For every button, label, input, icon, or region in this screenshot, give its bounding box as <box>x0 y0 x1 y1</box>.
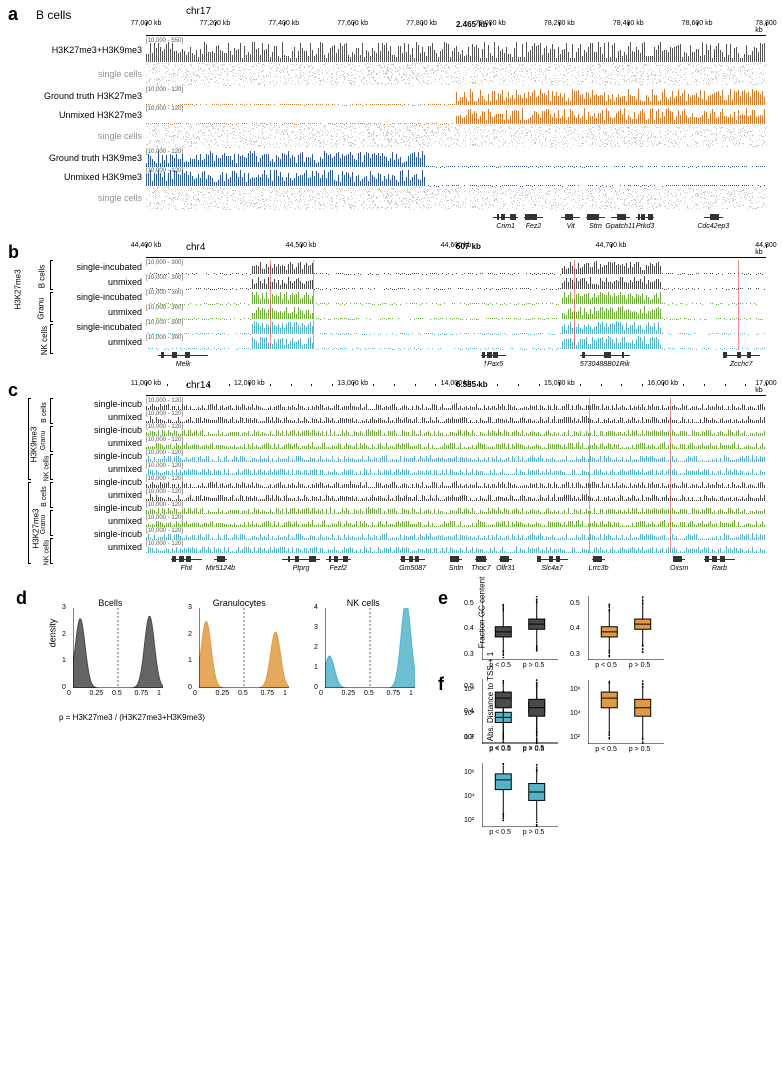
panel-d: densityBcells012300.250.50.751Granulocyt… <box>48 598 426 720</box>
panel-b-tracks: B cellssingle-incubated[10,000 - 300]unm… <box>146 260 766 349</box>
track-unmixed: unmixed[10,000 - 300] <box>146 335 766 349</box>
track-single-incub: single-incub[10,000 - 120] <box>146 450 766 462</box>
track-unmixed: unmixed[10,000 - 300] <box>146 305 766 319</box>
panel-c-tracks: H3K9me3B cellssingle-incub[10,000 - 120]… <box>146 398 766 553</box>
track-unmixed: unmixed[10,000 - 120] <box>146 437 766 449</box>
track-unmixed: unmixed[10,000 - 120] <box>146 411 766 423</box>
track-unmixed-h3k9me3: Unmixed H3K9me3[10,000 - 120] <box>146 168 766 186</box>
track-unmixed: unmixed[10,000 - 120] <box>146 541 766 553</box>
panel-b-genes: Melk†Pax55730488B01RikZcchc7 <box>146 352 766 372</box>
track-single-incubated: single-incubated[10,000 - 300] <box>146 260 766 274</box>
track-unmixed: unmixed[10,000 - 120] <box>146 515 766 527</box>
panel-b-mark: H3K27me3 <box>14 269 23 309</box>
track-h3k27me3+h3k9me3: H3K27me3+H3K9me3[10,000 - 550] <box>146 38 766 62</box>
track-single-incub: single-incub[10,000 - 120] <box>146 476 766 488</box>
track-single-incub: single-incub[10,000 - 120] <box>146 424 766 436</box>
panel-b-label: b <box>8 242 19 263</box>
panel-c: chr14 11,000 kb12,000 kb13,000 kb14,000 … <box>146 382 766 576</box>
track-ground-truth-h3k27me3: Ground truth H3K27me3[10,000 - 120] <box>146 87 766 105</box>
panel-a-ruler: 77,000 kb77,200 kb77,400 kb77,600 kb77,8… <box>146 22 766 36</box>
panel-a: B cells chr17 77,000 kb77,200 kb77,400 k… <box>146 8 766 234</box>
panel-f-label: f <box>438 674 444 695</box>
panel-f: Abs. Distance to TSS + 110²10⁴10⁶p < 0.5… <box>460 676 775 842</box>
track-single-incubated: single-incubated[10,000 - 300] <box>146 290 766 304</box>
panel-a-tracks: H3K27me3+H3K9me3[10,000 - 550]single cel… <box>146 38 766 211</box>
panel-b-ruler: 44,400 kb44,500 kb44,600 kb44,700 kb44,8… <box>146 244 766 258</box>
track-ground-truth-h3k9me3: Ground truth H3K9me3[10,000 - 120] <box>146 149 766 167</box>
panel-e-label: e <box>438 588 448 609</box>
panel-a-genes: Crim1Fez2VitStrnGpatch11Prkd3Cdc42ep3 <box>146 214 766 234</box>
panel-a-chr: chr17 <box>186 6 211 17</box>
panel-b: chr4 44,400 kb44,500 kb44,600 kb44,700 k… <box>146 244 766 372</box>
track-single-incub: single-incub[10,000 - 120] <box>146 398 766 410</box>
track-unmixed: unmixed[10,000 - 300] <box>146 275 766 289</box>
track-single-incubated: single-incubated[10,000 - 300] <box>146 320 766 334</box>
panel-d-label: d <box>16 588 27 609</box>
track-unmixed: unmixed[10,000 - 120] <box>146 489 766 501</box>
panel-c-label: c <box>8 380 18 401</box>
track-single-incub: single-incub[10,000 - 120] <box>146 528 766 540</box>
track-unmixed-h3k27me3: Unmixed H3K27me3[10,000 - 120] <box>146 106 766 124</box>
panel-c-genes: FhitMir5124bPtprgFezf2Gm5087SntnThoc7Olf… <box>146 556 766 576</box>
panel-a-label: a <box>8 4 18 25</box>
track-unmixed: unmixed[10,000 - 120] <box>146 463 766 475</box>
track-single-incub: single-incub[10,000 - 120] <box>146 502 766 514</box>
panel-c-ruler: 11,000 kb12,000 kb13,000 kb14,000 kb15,0… <box>146 382 766 396</box>
panel-a-title: B cells <box>36 8 71 22</box>
